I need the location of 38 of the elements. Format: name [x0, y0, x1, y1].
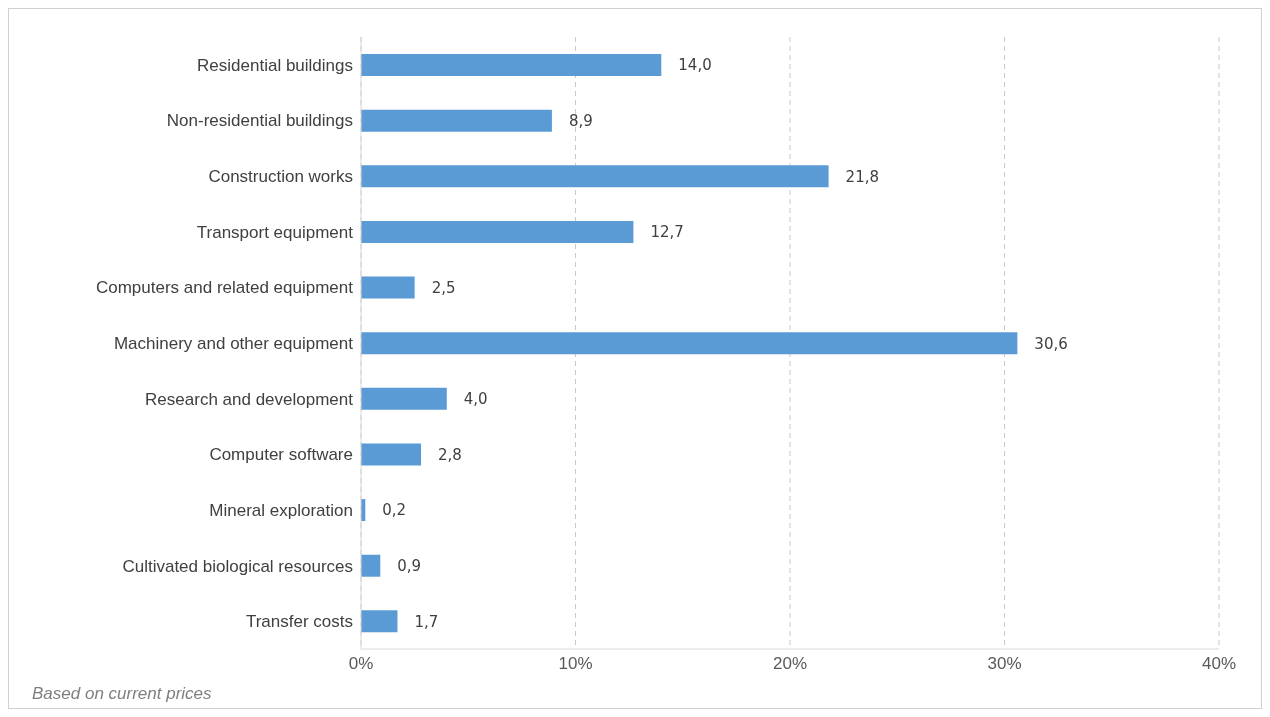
bar: [361, 332, 1018, 355]
x-tick-label: 30%: [987, 654, 1022, 674]
data-label: 4,0: [463, 390, 488, 409]
bar: [361, 443, 422, 466]
data-label: 12,7: [650, 223, 684, 242]
data-label: 8,9: [568, 111, 593, 130]
y-tick-label: Residential buildings: [197, 55, 353, 75]
y-tick-label: Computer software: [209, 445, 353, 465]
data-label: 21,8: [845, 167, 880, 186]
y-tick-label: Construction works: [208, 167, 353, 187]
y-tick-label: Transport equipment: [196, 222, 354, 242]
x-tick-label: 20%: [772, 654, 808, 674]
bar: [361, 165, 829, 188]
data-label: 2,8: [438, 445, 462, 464]
bar: [361, 610, 398, 633]
x-tick-label: 40%: [1201, 654, 1237, 674]
bar: [361, 387, 447, 410]
y-tick-label: Research and development: [145, 389, 354, 409]
data-label: 2,5: [431, 278, 456, 297]
bar: [361, 554, 381, 577]
text: Based on current prices: [32, 684, 212, 704]
data-label: 14,0: [678, 56, 712, 75]
bar: [361, 276, 415, 299]
y-tick-label: Computers and related equipment: [95, 278, 354, 298]
x-tick-label: 0%: [348, 654, 374, 674]
bar: [361, 109, 552, 132]
bar: [361, 54, 662, 76]
y-tick-label: Mineral exploration: [209, 500, 353, 520]
y-tick-label: Non-residential buildings: [166, 111, 353, 131]
data-label: 0,2: [382, 501, 407, 520]
data-label: 1,7: [414, 612, 439, 631]
data-label: 0,9: [397, 557, 422, 576]
y-tick-label: Cultivated biological resources: [122, 556, 353, 576]
data-label: 30,6: [1034, 334, 1068, 353]
y-tick-label: Machinery and other equipment: [113, 334, 354, 354]
x-tick-label: 10%: [558, 654, 593, 674]
bar: [361, 220, 634, 243]
y-tick-label: Transfer costs: [245, 612, 353, 632]
